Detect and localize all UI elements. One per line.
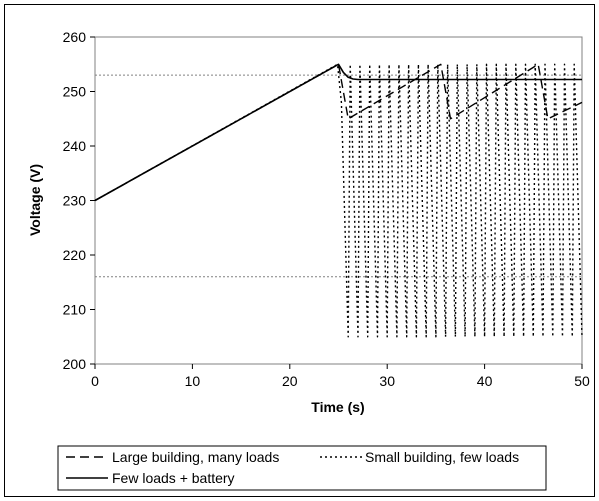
x-tick-label: 20 — [282, 373, 298, 389]
series-line-large-building — [94, 63, 583, 202]
legend-box — [57, 445, 547, 491]
plot-border — [94, 36, 583, 365]
x-tick-label: 10 — [185, 373, 201, 389]
y-axis: 200 210 220 230 240 250 260 — [63, 29, 95, 372]
y-tick-label: 230 — [63, 193, 87, 209]
x-tick-label: 50 — [574, 373, 590, 389]
y-tick-label: 210 — [63, 302, 87, 318]
legend-label: Few loads + battery — [112, 470, 235, 486]
legend-label: Large building, many loads — [112, 449, 279, 465]
legend: Large building, many loads Small building… — [57, 445, 547, 491]
series-layer — [94, 63, 583, 338]
y-tick-label: 200 — [63, 356, 87, 372]
x-tick-label: 30 — [379, 373, 395, 389]
y-tick-label: 220 — [63, 247, 87, 263]
x-tick-label: 40 — [477, 373, 493, 389]
y-axis-title: Voltage (V) — [27, 164, 43, 236]
y-tick-label: 240 — [63, 138, 87, 154]
x-tick-label: 0 — [91, 373, 99, 389]
y-tick-label: 260 — [63, 29, 87, 45]
series-line-battery — [94, 63, 582, 202]
series-line-small-building — [94, 63, 583, 338]
plot-area — [94, 36, 583, 365]
x-axis-title: Time (s) — [311, 399, 364, 415]
reference-lines — [95, 74, 582, 278]
chart-frame — [4, 4, 595, 497]
legend-label: Small building, few loads — [365, 449, 519, 465]
x-axis: 0 10 20 30 40 50 — [91, 364, 590, 389]
y-tick-label: 250 — [63, 84, 87, 100]
